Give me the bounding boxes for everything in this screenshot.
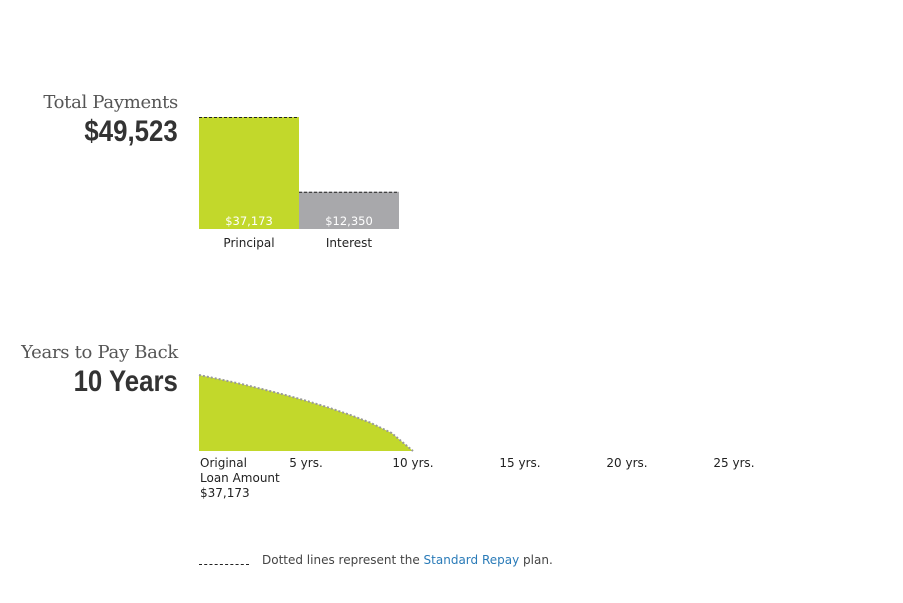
years-title: Years to Pay Back — [21, 342, 178, 363]
total-payments-value: $49,523 — [84, 115, 178, 148]
x-tick-label: 20 yrs. — [606, 456, 647, 470]
years-value: 10 Years — [73, 365, 178, 398]
standard-repay-line — [198, 374, 414, 452]
x-tick-label: 15 yrs. — [499, 456, 540, 470]
total-payments-summary: Total Payments $49,523 — [43, 92, 178, 149]
x-tick-line: $37,173 — [200, 486, 250, 500]
x-tick-label: 5 yrs. — [289, 456, 323, 470]
principal-category-label: Principal — [223, 236, 274, 250]
total-payments-title: Total Payments — [43, 92, 178, 113]
interest-bar — [299, 191, 399, 229]
x-tick-label: Original Loan Amount $37,173 — [200, 456, 280, 500]
x-tick-label: 25 yrs. — [713, 456, 754, 470]
interest-value-label: $12,350 — [325, 214, 373, 228]
legend: Dotted lines represent the Standard Repa… — [199, 553, 553, 567]
principal-value-label: $37,173 — [225, 214, 273, 228]
total-payments-bar-chart: $37,173 Principal $12,350 Interest — [199, 117, 399, 250]
x-tick-line: 25 yrs. — [713, 456, 754, 470]
balance-area — [199, 375, 413, 451]
x-tick-line: Loan Amount — [200, 471, 280, 485]
principal-bar — [199, 117, 299, 229]
interest-category-label: Interest — [326, 236, 373, 250]
x-tick-line: Original — [200, 456, 247, 470]
x-tick-line: 15 yrs. — [499, 456, 540, 470]
dotted-line-sample — [199, 564, 249, 565]
legend-suffix: plan. — [523, 553, 553, 567]
x-tick-line: 20 yrs. — [606, 456, 647, 470]
years-summary: Years to Pay Back 10 Years — [21, 342, 178, 399]
x-tick-line: 5 yrs. — [289, 456, 323, 470]
standard-repay-link[interactable]: Standard Repay — [423, 553, 520, 567]
x-tick-label: 10 yrs. — [392, 456, 433, 470]
legend-prefix: Dotted lines represent the — [262, 553, 420, 567]
x-tick-line: 10 yrs. — [392, 456, 433, 470]
